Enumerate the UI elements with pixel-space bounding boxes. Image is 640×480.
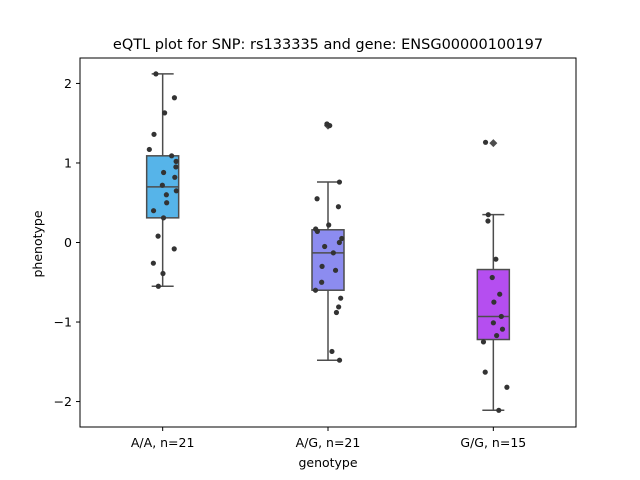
data-point — [314, 196, 320, 202]
y-tick-label: 0 — [64, 235, 72, 250]
y-tick-label: −1 — [54, 315, 72, 330]
data-point — [494, 332, 500, 339]
data-point — [159, 182, 165, 188]
data-point — [160, 215, 167, 221]
box-2 — [311, 229, 345, 291]
data-point — [150, 260, 156, 266]
y-axis-label: phenotype — [30, 210, 45, 277]
x-tick-label: A/A, n=21 — [131, 435, 195, 450]
data-point — [480, 339, 487, 345]
data-point — [498, 313, 504, 320]
data-point — [173, 188, 179, 194]
data-point — [172, 174, 178, 180]
data-point — [169, 153, 175, 159]
data-point — [489, 274, 495, 281]
data-point — [482, 139, 489, 145]
data-point — [153, 71, 159, 77]
data-point — [162, 110, 168, 116]
x-tick-label: G/G, n=15 — [460, 435, 526, 450]
x-tick-label: A/G, n=21 — [296, 435, 361, 450]
data-point — [327, 122, 333, 129]
data-point — [482, 369, 488, 375]
data-point — [336, 179, 343, 185]
data-point — [493, 256, 499, 262]
data-point — [160, 270, 166, 277]
data-point — [146, 146, 152, 153]
data-point — [485, 212, 491, 218]
data-point — [485, 218, 491, 224]
outlier-marker — [489, 139, 498, 148]
y-tick-label: 2 — [64, 76, 72, 91]
data-point — [173, 164, 179, 170]
x-axis-label: genotype — [298, 455, 357, 470]
chart-title: eQTL plot for SNP: rs133335 and gene: EN… — [113, 37, 543, 53]
plot-area: −2 −1 0 1 2 A/A, n=21 A/G, n=21 G/G, n=15 — [54, 57, 577, 450]
data-point — [160, 169, 167, 176]
data-point — [173, 158, 179, 164]
data-point — [335, 204, 342, 210]
data-point — [330, 250, 336, 256]
data-point — [499, 326, 506, 332]
data-point — [491, 299, 497, 305]
data-point — [155, 283, 161, 289]
data-point — [329, 348, 335, 355]
y-tick-label: −2 — [54, 394, 72, 409]
data-point — [339, 235, 345, 242]
data-point — [333, 309, 340, 316]
data-point — [326, 222, 332, 228]
data-point — [151, 131, 157, 137]
data-point — [171, 95, 178, 101]
data-point — [504, 384, 510, 390]
data-point — [338, 295, 344, 301]
data-point — [319, 263, 325, 269]
data-point — [171, 246, 177, 252]
data-point — [150, 208, 157, 214]
data-point — [336, 357, 343, 363]
data-point — [332, 267, 339, 273]
data-point — [497, 291, 503, 297]
data-point — [155, 233, 161, 239]
data-point — [336, 304, 342, 310]
data-point — [164, 200, 170, 206]
data-point — [163, 192, 169, 198]
data-point — [314, 228, 320, 234]
data-point — [322, 243, 328, 250]
data-point — [312, 287, 319, 293]
data-point — [496, 407, 502, 413]
y-tick-label: 1 — [64, 155, 72, 170]
data-point — [319, 279, 325, 285]
data-point — [336, 239, 342, 246]
data-point — [490, 320, 496, 326]
